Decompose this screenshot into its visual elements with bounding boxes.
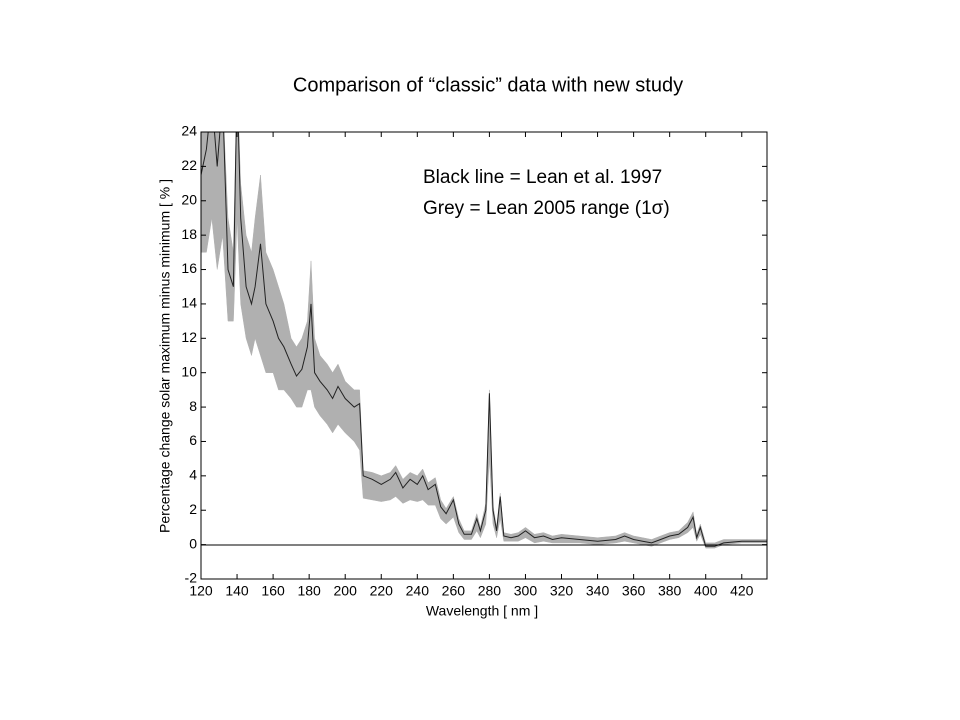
y-tick-label: 8 [189, 398, 197, 414]
x-tick-label: 220 [370, 583, 394, 599]
y-tick-label: 6 [189, 432, 197, 448]
y-tick-label: 24 [181, 123, 197, 139]
y-tick-label: 0 [189, 535, 197, 551]
x-tick-label: 160 [261, 583, 285, 599]
y-axis-label: Percentage change solar maximum minus mi… [157, 179, 173, 533]
x-tick-label: 280 [478, 583, 502, 599]
y-tick-label: -2 [185, 570, 198, 586]
y-tick-label: 14 [181, 295, 197, 311]
y-tick-label: 20 [181, 191, 197, 207]
range-band [201, 132, 767, 549]
legend-entry: Grey = Lean 2005 range (1σ) [423, 198, 670, 219]
x-tick-label: 400 [694, 583, 718, 599]
plot-frame [200, 131, 768, 580]
data-line [201, 132, 767, 547]
x-tick-label: 120 [189, 583, 213, 599]
y-tick-label: 10 [181, 363, 197, 379]
x-tick-label: 140 [225, 583, 249, 599]
x-tick-label: 420 [730, 583, 754, 599]
x-tick-label: 240 [406, 583, 430, 599]
chart-title: Comparison of “classic” data with new st… [293, 74, 683, 96]
x-axis-label: Wavelength [ nm ] [426, 603, 538, 619]
y-tick-label: 18 [181, 226, 197, 242]
x-tick-label: 180 [297, 583, 321, 599]
plot-area [201, 132, 767, 549]
x-tick-label: 320 [550, 583, 574, 599]
x-tick-label: 260 [442, 583, 466, 599]
x-tick-label: 380 [658, 583, 682, 599]
y-tick-label: 4 [189, 467, 197, 483]
y-tick-label: 2 [189, 501, 197, 517]
x-tick-label: 300 [514, 583, 538, 599]
y-tick-label: 12 [181, 329, 197, 345]
x-tick-label: 340 [586, 583, 610, 599]
y-tick-label: 22 [181, 157, 197, 173]
y-tick-label: 16 [181, 260, 197, 276]
x-tick-label: 360 [622, 583, 646, 599]
x-tick-label: 200 [334, 583, 358, 599]
legend-entry: Black line = Lean et al. 1997 [423, 167, 662, 188]
